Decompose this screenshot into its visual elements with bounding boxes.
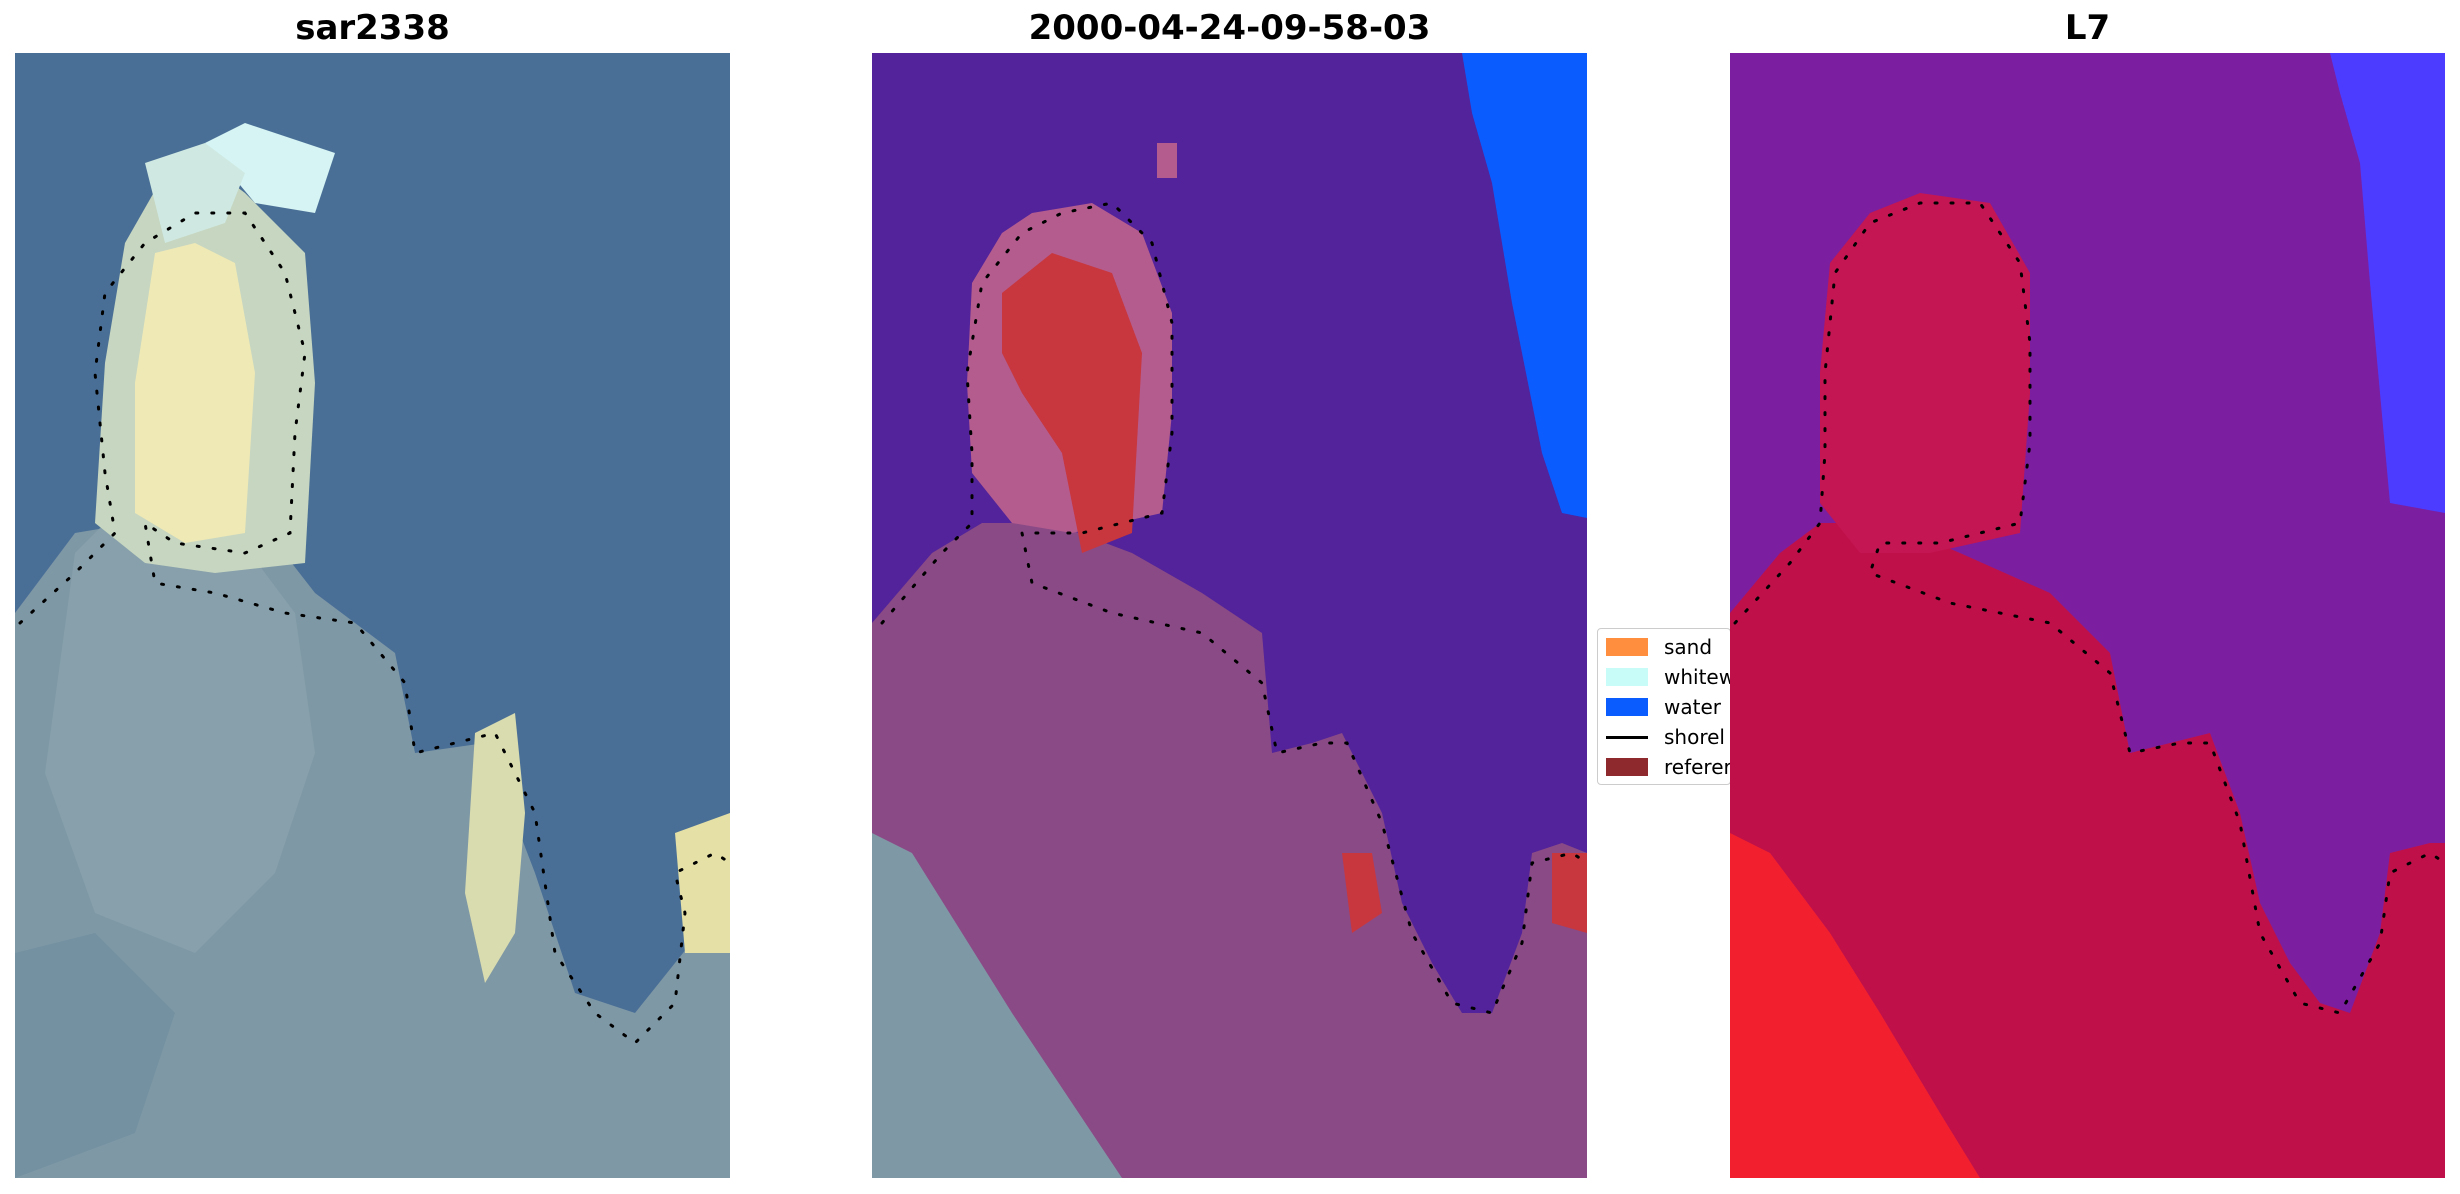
legend-swatch-water (1606, 698, 1648, 716)
legend-item-sand: sand (1606, 635, 1712, 659)
rgb-image (15, 53, 730, 1178)
legend-swatch-sand (1606, 638, 1648, 656)
legend-item-shoreline: shorel (1606, 725, 1725, 749)
classification-image (872, 53, 1587, 1178)
l7-panel (1730, 53, 2445, 1178)
legend-swatch-whitewater (1606, 668, 1648, 686)
l7-image (1730, 53, 2445, 1178)
legend-swatch-shoreline (1606, 735, 1648, 739)
legend-label-reference: referer (1664, 755, 1731, 779)
legend-item-reference: referer (1606, 755, 1731, 779)
legend: sand whitew water shorel referer (1597, 628, 1731, 785)
panel-title-2: 2000-04-24-09-58-03 (1028, 8, 1431, 48)
panel-title-3: L7 (2064, 8, 2111, 48)
legend-swatch-reference (1606, 758, 1648, 776)
legend-label-water: water (1664, 695, 1721, 719)
legend-label-shoreline: shorel (1664, 725, 1725, 749)
legend-item-water: water (1606, 695, 1721, 719)
rgb-image-panel (15, 53, 730, 1178)
legend-label-whitewater: whitew (1664, 665, 1731, 689)
panel-title-1: sar2338 (295, 8, 450, 48)
legend-item-whitewater: whitew (1606, 665, 1731, 689)
legend-label-sand: sand (1664, 635, 1713, 659)
classification-panel (872, 53, 1587, 1178)
